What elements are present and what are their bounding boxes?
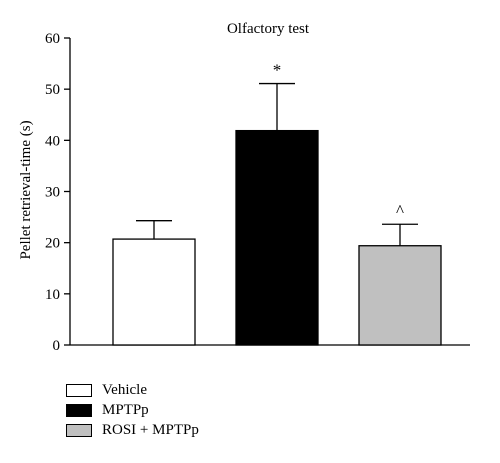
y-tick-label: 0 [53, 338, 61, 354]
y-tick-label: 40 [45, 133, 60, 149]
legend-label-rosi-mptpp: ROSI + MPTPp [102, 421, 199, 438]
y-axis-label: Pellet retrieval-time (s) [18, 120, 34, 259]
y-tick-label: 20 [45, 236, 60, 252]
bar-0 [112, 238, 196, 346]
y-tick-label: 50 [45, 82, 60, 98]
legend-item-vehicle: Vehicle [66, 380, 199, 400]
legend-swatch-rosi-mptpp [66, 423, 92, 437]
bar-1 [235, 129, 319, 346]
y-tick-label: 30 [45, 185, 60, 201]
significance-mark-2: ^ [396, 201, 404, 220]
legend-item-rosi-mptpp: ROSI + MPTPp [66, 420, 199, 440]
legend-swatch-mptpp [66, 403, 92, 417]
legend-item-mptpp: MPTPp [66, 400, 199, 420]
legend-label-vehicle: Vehicle [102, 381, 147, 398]
legend-label-mptpp: MPTPp [102, 401, 149, 418]
legend-swatch-vehicle [66, 383, 92, 397]
legend: Vehicle MPTPp ROSI + MPTPp [66, 380, 199, 440]
y-tick-label: 10 [45, 287, 60, 303]
y-tick-label: 60 [45, 31, 60, 47]
chart-title: Olfactory test [227, 21, 310, 37]
bar-2 [358, 245, 442, 346]
significance-mark-1: * [273, 61, 282, 80]
plot-area: 0 10 20 30 40 50 60 * ^ [45, 31, 470, 354]
